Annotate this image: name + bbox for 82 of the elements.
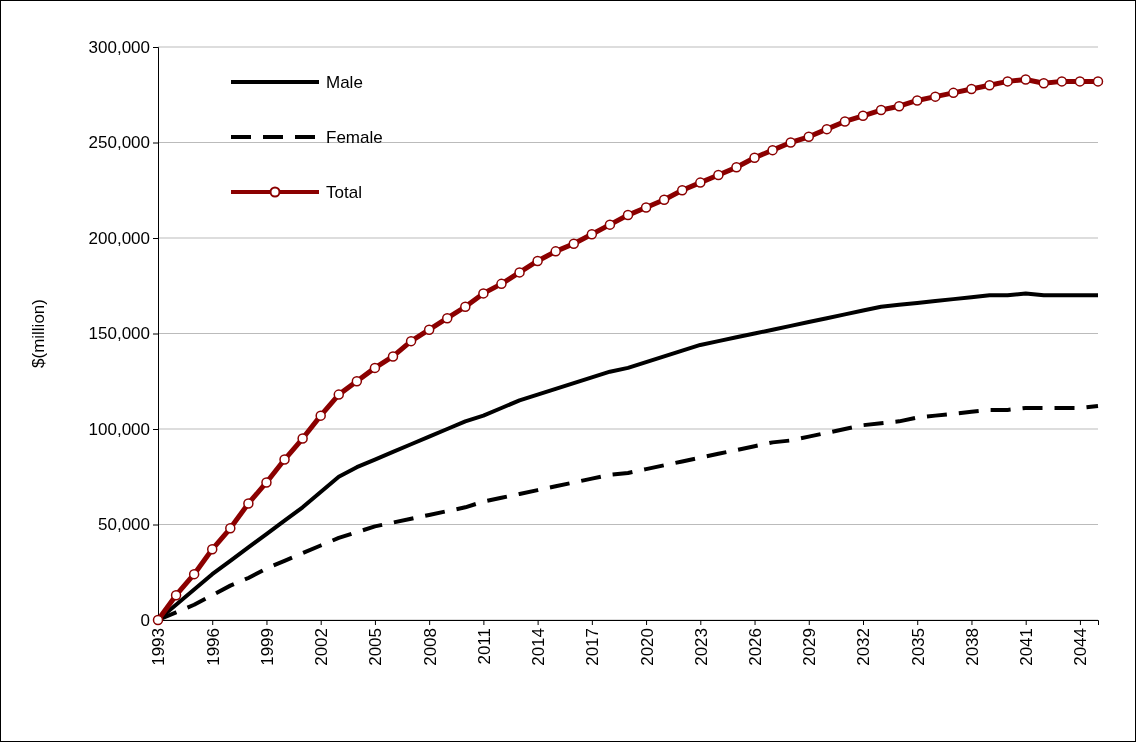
point <box>405 335 417 347</box>
y-tick-label: 100,000 <box>88 419 150 439</box>
x-tick-label: 2041 <box>1017 628 1037 666</box>
point <box>423 324 435 335</box>
point <box>315 410 326 421</box>
point <box>713 169 724 181</box>
point <box>749 152 760 164</box>
point <box>152 614 164 626</box>
point <box>550 246 561 257</box>
point <box>1002 76 1013 87</box>
point <box>351 376 363 387</box>
legend-label: Male <box>326 72 363 92</box>
point <box>767 144 778 156</box>
point <box>478 288 489 299</box>
point <box>1056 76 1068 87</box>
point <box>261 477 272 488</box>
point <box>1020 74 1031 85</box>
x-tick-label: 2020 <box>637 628 657 666</box>
point <box>658 194 670 206</box>
point <box>333 389 345 400</box>
x-tick-label: 2014 <box>529 628 549 666</box>
x-tick-label: 2035 <box>908 628 928 666</box>
point <box>1038 78 1050 89</box>
point <box>369 362 381 374</box>
point <box>279 454 290 465</box>
legend-label: Female <box>326 127 383 147</box>
point <box>1074 76 1086 87</box>
point <box>875 104 887 116</box>
point <box>206 544 218 555</box>
x-tick-label: 1999 <box>257 628 277 666</box>
y-tick-label: 50,000 <box>98 515 150 535</box>
y-tick-label: 300,000 <box>88 37 150 57</box>
x-tick-label: 2017 <box>583 628 603 666</box>
point <box>496 278 507 290</box>
point <box>604 219 616 230</box>
point <box>695 177 706 188</box>
x-tick-label: 2029 <box>800 628 820 666</box>
x-tick-label: 2038 <box>962 628 982 666</box>
x-tick-label: 2026 <box>745 628 765 666</box>
x-tick-label: 2005 <box>366 628 386 666</box>
point <box>803 131 815 143</box>
x-tick-label: 2032 <box>854 628 874 666</box>
point <box>441 312 453 324</box>
point <box>893 100 905 112</box>
x-tick-label: 1993 <box>149 628 169 666</box>
point <box>188 568 200 580</box>
y-tick-label: 200,000 <box>88 228 150 248</box>
point <box>297 433 308 444</box>
y-tick-label: 250,000 <box>88 133 150 153</box>
point <box>640 202 652 213</box>
x-tick-label: 2002 <box>312 628 332 666</box>
point <box>514 267 525 278</box>
point <box>785 137 796 148</box>
point <box>568 238 580 249</box>
x-tick-label: 2044 <box>1071 628 1091 666</box>
point <box>821 123 833 135</box>
point <box>622 209 634 221</box>
point <box>839 116 851 127</box>
point <box>731 162 742 173</box>
point <box>676 185 688 196</box>
x-tick-label: 2011 <box>474 628 494 665</box>
point <box>930 91 941 102</box>
point <box>984 79 995 91</box>
x-tick-label: 2008 <box>420 628 440 666</box>
point <box>225 523 236 534</box>
point <box>911 95 923 106</box>
y-tick-label: 0 <box>140 610 150 630</box>
point <box>170 589 182 601</box>
point <box>966 83 977 95</box>
point <box>948 87 959 99</box>
y-axis-title: $(million) <box>29 299 48 368</box>
point <box>586 228 598 240</box>
x-tick-label: 1996 <box>203 628 223 666</box>
x-tick-label: 2023 <box>691 628 711 666</box>
point <box>1092 76 1104 87</box>
point <box>243 498 254 509</box>
y-tick-label: 150,000 <box>88 324 150 344</box>
legend-label: Total <box>326 182 362 202</box>
point <box>532 255 543 267</box>
point <box>460 301 471 313</box>
point <box>387 351 399 362</box>
point <box>857 110 869 122</box>
